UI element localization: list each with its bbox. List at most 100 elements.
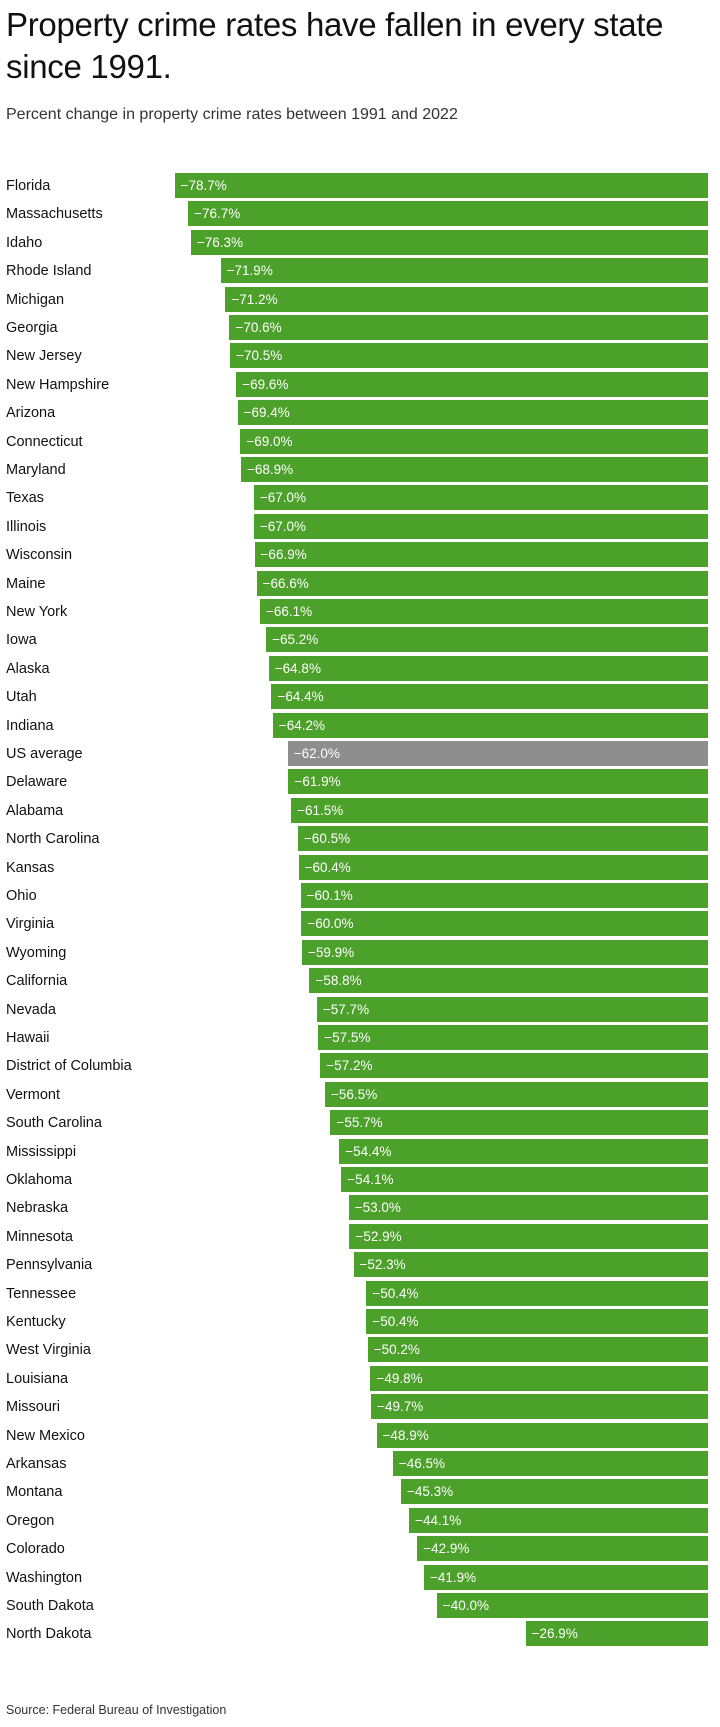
data-bar xyxy=(318,1025,708,1050)
value-label: −66.1% xyxy=(265,604,313,619)
data-bar xyxy=(325,1081,708,1107)
data-bar xyxy=(366,1280,708,1306)
category-label: Michigan xyxy=(6,291,65,308)
chart-row: Texas −67.0% xyxy=(0,484,720,512)
chart-row: District of Columbia −57.2% xyxy=(0,1052,720,1080)
category-label: Illinois xyxy=(6,518,47,535)
chart-row: Ohio −60.1% xyxy=(0,882,720,910)
category-label: US average xyxy=(6,746,83,762)
chart-row: West Virginia −50.2% xyxy=(0,1336,720,1364)
category-label: Iowa xyxy=(6,632,37,649)
chart-row: Tennessee −50.4% xyxy=(0,1280,720,1308)
data-bar xyxy=(174,173,708,198)
value-label: −69.4% xyxy=(243,405,290,421)
category-label: Louisiana xyxy=(6,1370,69,1387)
chart-row: Wyoming −59.9% xyxy=(0,939,720,967)
value-label: −54.1% xyxy=(347,1172,394,1187)
value-label: −61.9% xyxy=(294,774,341,790)
chart-row: North Carolina −60.5% xyxy=(0,825,720,853)
chart-row: Oregon −44.1% xyxy=(0,1507,720,1535)
value-label: −65.2% xyxy=(272,632,319,648)
data-bar xyxy=(225,286,708,312)
chart-row: Alabama −61.5% xyxy=(0,797,720,825)
category-label: Minnesota xyxy=(6,1228,73,1245)
chart-row: Indiana −64.2% xyxy=(0,712,720,740)
value-label: −60.1% xyxy=(306,888,353,903)
category-label: Ohio xyxy=(6,888,37,904)
data-bar xyxy=(256,570,708,596)
data-bar xyxy=(288,769,708,795)
value-label: −68.9% xyxy=(246,462,294,477)
chart-row: California −58.8% xyxy=(0,967,720,995)
category-label: New Jersey xyxy=(6,348,82,365)
data-bar xyxy=(259,599,708,624)
data-bar xyxy=(436,1593,708,1618)
category-label: Connecticut xyxy=(6,433,83,450)
category-label: District of Columbia xyxy=(6,1058,132,1075)
chart-row: Florida −78.7% xyxy=(0,172,720,200)
category-label: Wyoming xyxy=(6,944,67,961)
value-label: −64.2% xyxy=(278,717,326,733)
chart-row: Oklahoma −54.1% xyxy=(0,1166,720,1194)
data-bar xyxy=(316,996,708,1022)
data-bar xyxy=(291,797,708,823)
category-label: Massachusetts xyxy=(6,206,103,223)
category-label: Georgia xyxy=(6,320,58,336)
value-label: −49.8% xyxy=(376,1370,423,1386)
chart-row: Missouri −49.7% xyxy=(0,1393,720,1421)
category-label: Hawaii xyxy=(6,1030,50,1046)
data-bar xyxy=(236,371,708,397)
category-label: Idaho xyxy=(6,234,43,251)
chart-row: Connecticut −69.0% xyxy=(0,428,720,456)
data-bar xyxy=(424,1564,708,1590)
value-label: −46.5% xyxy=(398,1456,445,1471)
data-bar xyxy=(367,1337,708,1363)
value-label: −60.5% xyxy=(303,831,351,847)
data-bar xyxy=(330,1110,708,1136)
chart-row: Utah −64.4% xyxy=(0,683,720,711)
category-label: South Dakota xyxy=(6,1598,94,1614)
data-bar xyxy=(253,513,708,539)
value-label: −49.7% xyxy=(377,1399,424,1415)
data-bar xyxy=(240,457,708,482)
category-label: South Carolina xyxy=(6,1115,102,1132)
data-bar xyxy=(237,400,708,426)
value-label: −66.6% xyxy=(262,575,309,591)
chart-row: Colorado −42.9% xyxy=(0,1535,720,1563)
category-label: Alabama xyxy=(6,802,64,819)
data-bar xyxy=(301,911,708,937)
chart-row: Virginia −60.0% xyxy=(0,910,720,938)
data-bar xyxy=(320,1053,708,1079)
data-bar xyxy=(309,968,708,994)
value-label: −76.3% xyxy=(196,234,243,250)
category-label: Washington xyxy=(6,1569,83,1586)
chart-row: Minnesota −52.9% xyxy=(0,1223,720,1251)
data-bar xyxy=(371,1394,708,1420)
chart-row: Kentucky −50.4% xyxy=(0,1308,720,1336)
value-label: −69.0% xyxy=(246,433,293,449)
chart-row: Arizona −69.4% xyxy=(0,399,720,427)
category-label: New Mexico xyxy=(6,1427,85,1444)
value-label: −60.0% xyxy=(307,916,354,932)
data-bar xyxy=(349,1223,708,1249)
category-label: Maine xyxy=(6,575,46,592)
chart-row: Nevada −57.7% xyxy=(0,996,720,1024)
data-bar xyxy=(240,428,708,454)
value-label: −50.4% xyxy=(372,1285,419,1301)
data-bar xyxy=(353,1252,708,1278)
data-bar xyxy=(229,315,708,340)
data-bar xyxy=(400,1479,708,1505)
value-label: −64.4% xyxy=(277,689,324,705)
value-label: −57.7% xyxy=(322,1001,370,1017)
category-label: Tennessee xyxy=(6,1285,77,1302)
data-bar xyxy=(266,627,708,653)
data-bar xyxy=(392,1451,708,1476)
category-label: Florida xyxy=(6,178,51,194)
category-label: Indiana xyxy=(6,717,54,734)
value-label: −67.0% xyxy=(259,518,307,534)
data-bar xyxy=(188,201,708,227)
category-label: Arkansas xyxy=(6,1456,67,1472)
chart-row: New York −66.1% xyxy=(0,598,720,626)
value-label: −61.5% xyxy=(297,802,344,818)
chart-row: Louisiana −49.8% xyxy=(0,1365,720,1393)
